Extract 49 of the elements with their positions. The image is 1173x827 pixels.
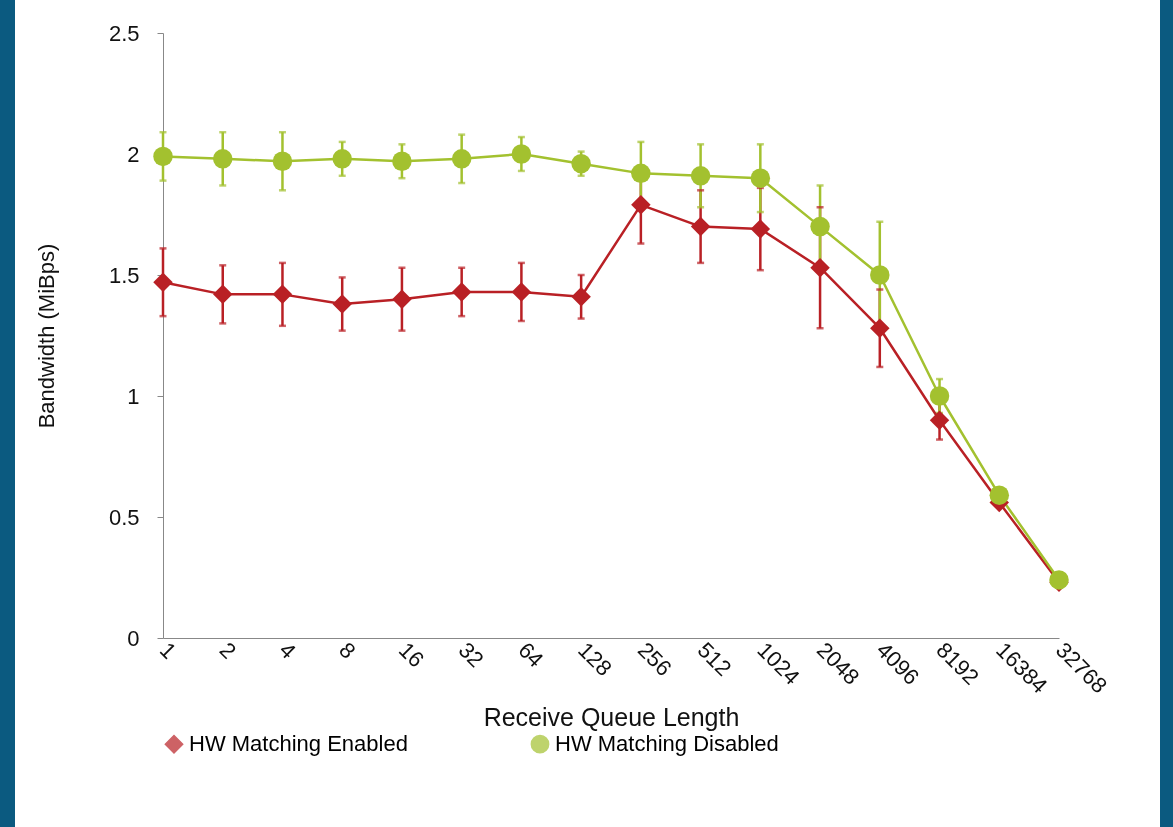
point [332, 149, 352, 169]
point [929, 386, 950, 406]
point [870, 318, 890, 338]
point [631, 195, 651, 215]
point [690, 166, 711, 186]
x-axis-title: Receive Queue Length [483, 702, 740, 731]
x-tick-label: 128 [573, 637, 617, 681]
x-tick-label: 16 [393, 637, 429, 673]
y-tick-label: 1 [127, 383, 140, 409]
x-tick-label: 32 [453, 637, 489, 673]
point [212, 284, 233, 305]
point [212, 149, 233, 169]
point [451, 282, 472, 302]
point [870, 265, 890, 285]
point [153, 272, 173, 293]
point [690, 216, 711, 237]
y-tick-label: 0.5 [108, 504, 140, 530]
point [571, 287, 591, 307]
y-axis-title: Bandwidth (MiBps) [33, 243, 59, 429]
point [272, 284, 293, 305]
point [511, 144, 532, 164]
y-tick-label: 2 [127, 141, 140, 167]
point [511, 282, 532, 302]
point [451, 149, 472, 169]
point [810, 257, 830, 278]
x-tick-label: 4 [274, 637, 301, 664]
point [272, 151, 293, 171]
point [392, 151, 412, 171]
x-tick-label: 8 [334, 637, 361, 664]
y-tick-label: 1.5 [108, 262, 140, 288]
point [153, 146, 173, 167]
point [631, 163, 651, 184]
point [332, 294, 352, 314]
legend-label: HW Matching Disabled [555, 731, 779, 757]
x-tick-label: 512 [692, 637, 737, 681]
x-tick-label: 1 [155, 637, 182, 664]
point [989, 485, 1010, 505]
point [392, 289, 412, 309]
legend-label: HW Matching Enabled [189, 731, 408, 757]
x-tick-label: 2 [214, 637, 242, 664]
x-tick-label: 64 [513, 637, 549, 673]
point [810, 216, 830, 237]
y-tick-label: 0 [127, 625, 140, 651]
point [750, 168, 771, 188]
point [929, 410, 950, 430]
y-tick-label: 2.5 [108, 20, 140, 46]
x-tick-label: 256 [632, 637, 677, 681]
point [571, 153, 591, 174]
point [750, 219, 771, 239]
